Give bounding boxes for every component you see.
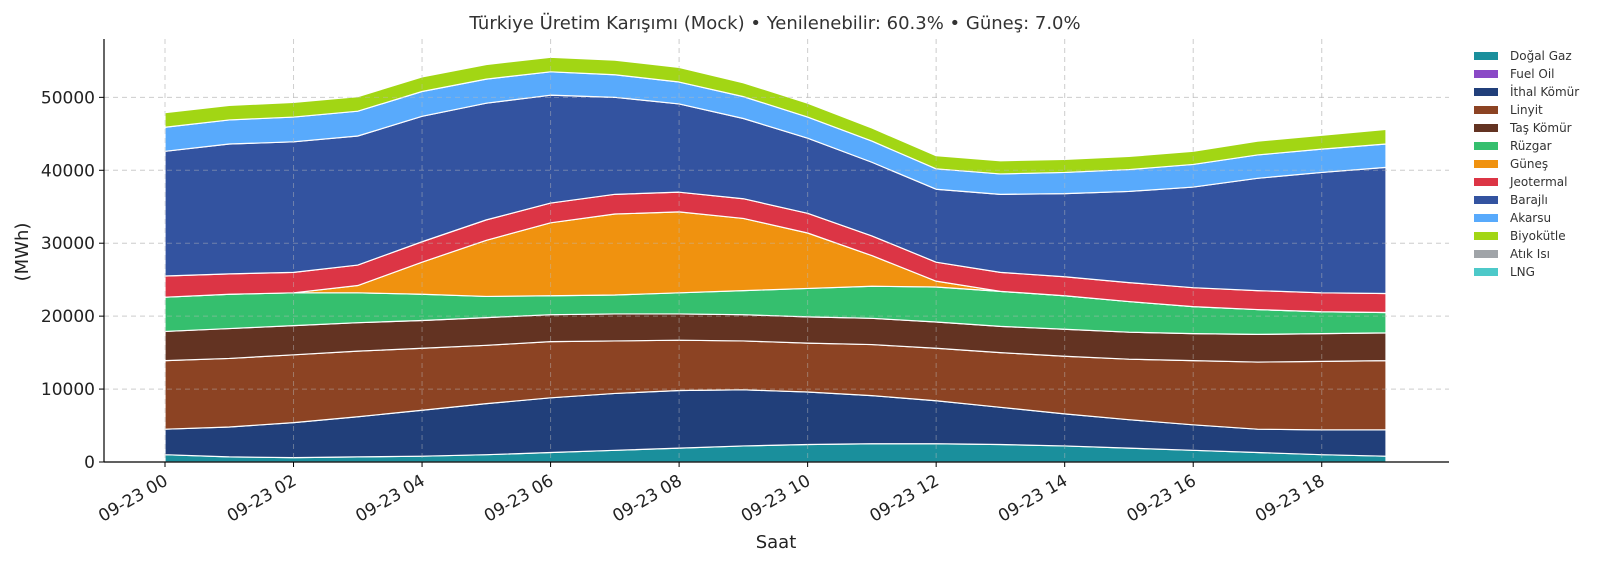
legend-swatch — [1474, 142, 1498, 150]
legend-label: Linyit — [1510, 103, 1543, 117]
legend-swatch — [1474, 178, 1498, 186]
x-tick-label: 09-23 10 — [738, 471, 814, 527]
y-axis-label: (MWh) — [12, 223, 33, 282]
legend-label: Akarsu — [1510, 211, 1551, 225]
x-tick-label: 09-23 00 — [95, 471, 171, 527]
legend-label: Biyokütle — [1510, 229, 1566, 243]
x-tick-label: 09-23 04 — [352, 471, 428, 527]
x-tick-label: 09-23 18 — [1252, 471, 1328, 527]
area-series-group — [164, 56, 1387, 463]
x-tick-label: 09-23 12 — [866, 471, 942, 527]
x-tick-label: 09-23 06 — [481, 471, 557, 527]
axes — [103, 39, 1449, 463]
legend-swatch — [1474, 124, 1498, 132]
legend-swatch — [1474, 196, 1498, 204]
y-tick-label: 50000 — [41, 88, 95, 108]
y-tick-label: 10000 — [41, 380, 95, 400]
legend-label: Doğal Gaz — [1510, 49, 1572, 63]
x-tick-label: 09-23 02 — [224, 471, 300, 527]
legend-swatch — [1474, 106, 1498, 114]
legend-label: Barajlı — [1510, 193, 1548, 207]
legend-label: Atık Isı — [1510, 247, 1550, 261]
x-tick-label: 09-23 08 — [609, 471, 685, 527]
grid-overlay — [104, 39, 1449, 462]
legend-label: Jeotermal — [1509, 175, 1567, 189]
legend-swatch — [1474, 250, 1498, 258]
y-tick-label: 40000 — [41, 161, 95, 181]
legend-label: Taş Kömür — [1509, 121, 1572, 135]
y-tick-label: 20000 — [41, 307, 95, 327]
y-tick-label: 0 — [84, 453, 95, 473]
x-tick-label: 09-23 16 — [1124, 471, 1200, 527]
y-tick-label: 30000 — [41, 234, 95, 254]
legend-label: Güneş — [1510, 157, 1548, 171]
legend-swatch — [1474, 214, 1498, 222]
x-axis-label: Saat — [756, 532, 797, 553]
legend-label: Fuel Oil — [1510, 67, 1555, 81]
legend-swatch — [1474, 52, 1498, 60]
legend-label: LNG — [1510, 265, 1535, 279]
x-tick-label: 09-23 14 — [995, 471, 1071, 527]
legend-swatch — [1474, 70, 1498, 78]
legend: Doğal Gaz Fuel Oil İthal Kömür Linyit Taş Kö… — [1474, 49, 1579, 279]
area-series-biyok-tle — [164, 56, 1387, 175]
legend-swatch — [1474, 160, 1498, 168]
legend-swatch — [1474, 268, 1498, 276]
legend-label: Rüzgar — [1510, 139, 1552, 153]
legend-swatch — [1474, 88, 1498, 96]
legend-label: İthal Kömür — [1510, 84, 1579, 99]
legend-swatch — [1474, 232, 1498, 240]
chart-title: Türkiye Üretim Karışımı (Mock) • Yenilen… — [468, 12, 1080, 34]
